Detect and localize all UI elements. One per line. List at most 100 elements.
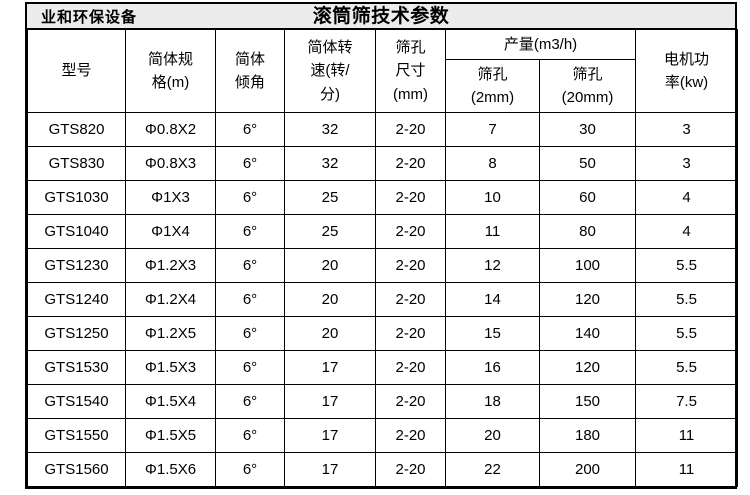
cell: Φ0.8X3: [125, 146, 216, 181]
col-header-drum-speed: 简体转 速(转/ 分): [284, 29, 376, 113]
table-row: GTS1230 Φ1.2X3 6° 20 2-20 12 100 5.5: [27, 248, 738, 283]
cell: 5.5: [635, 350, 738, 385]
cell: 2-20: [375, 350, 446, 385]
col-header-output-2mm: 筛孔 (2mm): [445, 59, 540, 113]
cell: 6°: [215, 452, 285, 487]
cell: 30: [539, 112, 636, 147]
cell: 20: [284, 282, 376, 317]
cell: 6°: [215, 214, 285, 249]
cell: 11: [635, 452, 738, 487]
cell: 120: [539, 282, 636, 317]
table-row: GTS1550 Φ1.5X5 6° 17 2-20 20 180 11: [27, 418, 738, 453]
cell: GTS1530: [27, 350, 126, 385]
cell: 5.5: [635, 316, 738, 351]
col-header-output-20mm: 筛孔 (20mm): [539, 59, 636, 113]
cell: 6°: [215, 350, 285, 385]
cell: 8: [445, 146, 540, 181]
cell: GTS830: [27, 146, 126, 181]
table-row: GTS1240 Φ1.2X4 6° 20 2-20 14 120 5.5: [27, 282, 738, 317]
cell: Φ1X4: [125, 214, 216, 249]
cell: 50: [539, 146, 636, 181]
cell: 2-20: [375, 418, 446, 453]
parameters-table: 型号 简体规 格(m) 简体 倾角 简体转 速(转/ 分) 筛孔 尺寸 (mm)…: [27, 29, 738, 487]
cell: 4: [635, 180, 738, 215]
cell: Φ1.2X4: [125, 282, 216, 317]
cell: 16: [445, 350, 540, 385]
cell: 5.5: [635, 248, 738, 283]
cell: Φ1.5X3: [125, 350, 216, 385]
cell: Φ1.5X6: [125, 452, 216, 487]
cell: 14: [445, 282, 540, 317]
header-row-sub: 筛孔 (2mm) 筛孔 (20mm): [28, 59, 738, 113]
table-row: GTS830 Φ0.8X3 6° 32 2-20 8 50 3: [27, 146, 738, 181]
col-header-output-group: 产量(m3/h): [445, 29, 636, 60]
cell: 2-20: [375, 384, 446, 419]
cell: 7: [445, 112, 540, 147]
cell: 4: [635, 214, 738, 249]
brand-label: 业和环保设备: [41, 10, 138, 26]
cell: 2-20: [375, 282, 446, 317]
table-row: GTS1530 Φ1.5X3 6° 17 2-20 16 120 5.5: [27, 350, 738, 385]
cell: 7.5: [635, 384, 738, 419]
cell: 10: [445, 180, 540, 215]
cell: 20: [284, 248, 376, 283]
cell: 20: [284, 316, 376, 351]
cell: Φ1.5X4: [125, 384, 216, 419]
cell: 20: [445, 418, 540, 453]
cell: 17: [284, 418, 376, 453]
cell: GTS1240: [27, 282, 126, 317]
cell: GTS1540: [27, 384, 126, 419]
table-row: GTS1560 Φ1.5X6 6° 17 2-20 22 200 11: [27, 452, 738, 487]
col-header-drum-angle: 简体 倾角: [215, 29, 285, 113]
cell: 100: [539, 248, 636, 283]
cell: 18: [445, 384, 540, 419]
cell: 6°: [215, 248, 285, 283]
cell: 140: [539, 316, 636, 351]
cell: 22: [445, 452, 540, 487]
cell: 2-20: [375, 180, 446, 215]
cell: 6°: [215, 146, 285, 181]
cell: Φ1.5X5: [125, 418, 216, 453]
table-row: GTS1540 Φ1.5X4 6° 17 2-20 18 150 7.5: [27, 384, 738, 419]
cell: 11: [445, 214, 540, 249]
cell: Φ1.2X3: [125, 248, 216, 283]
cell: 6°: [215, 316, 285, 351]
cell: 6°: [215, 112, 285, 147]
col-header-mesh-size: 筛孔 尺寸 (mm): [375, 29, 446, 113]
table-row: GTS1030 Φ1X3 6° 25 2-20 10 60 4: [27, 180, 738, 215]
cell: 17: [284, 350, 376, 385]
cell: GTS1560: [27, 452, 126, 487]
cell: 2-20: [375, 214, 446, 249]
cell: 17: [284, 452, 376, 487]
cell: 2-20: [375, 146, 446, 181]
cell: 15: [445, 316, 540, 351]
cell: 3: [635, 112, 738, 147]
col-header-model: 型号: [27, 29, 126, 113]
cell: 150: [539, 384, 636, 419]
col-header-drum-spec: 简体规 格(m): [125, 29, 216, 113]
title-bar: 业和环保设备 滚筒筛技术参数: [27, 4, 735, 29]
table-row: GTS820 Φ0.8X2 6° 32 2-20 7 30 3: [27, 112, 738, 147]
cell: GTS1230: [27, 248, 126, 283]
cell: 2-20: [375, 316, 446, 351]
cell: 2-20: [375, 112, 446, 147]
cell: 2-20: [375, 452, 446, 487]
cell: GTS1030: [27, 180, 126, 215]
header-row-top: 型号 简体规 格(m) 简体 倾角 简体转 速(转/ 分) 筛孔 尺寸 (mm)…: [27, 29, 738, 113]
table-row: GTS1040 Φ1X4 6° 25 2-20 11 80 4: [27, 214, 738, 249]
table-row: GTS1250 Φ1.2X5 6° 20 2-20 15 140 5.5: [27, 316, 738, 351]
cell: 6°: [215, 384, 285, 419]
cell: 6°: [215, 282, 285, 317]
cell: GTS1550: [27, 418, 126, 453]
cell: Φ1X3: [125, 180, 216, 215]
cell: 2-20: [375, 248, 446, 283]
cell: 3: [635, 146, 738, 181]
cell: 6°: [215, 180, 285, 215]
cell: 180: [539, 418, 636, 453]
table-body: GTS820 Φ0.8X2 6° 32 2-20 7 30 3 GTS830 Φ0.8X3 6° 32…: [27, 112, 738, 487]
cell: 11: [635, 418, 738, 453]
cell: 60: [539, 180, 636, 215]
cell: GTS1040: [27, 214, 126, 249]
cell: 6°: [215, 418, 285, 453]
cell: 32: [284, 146, 376, 181]
